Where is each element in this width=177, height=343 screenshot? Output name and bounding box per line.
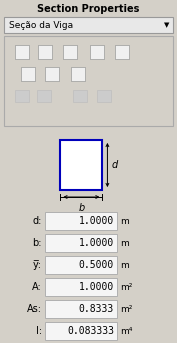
Text: m⁴: m⁴ xyxy=(120,327,132,335)
Text: m: m xyxy=(120,216,129,225)
Bar xyxy=(45,300,117,318)
Bar xyxy=(4,17,173,33)
Bar xyxy=(115,45,129,59)
Text: Section Properties: Section Properties xyxy=(37,4,140,14)
Text: Seção da Viga: Seção da Viga xyxy=(9,21,73,29)
Text: I:: I: xyxy=(36,326,42,336)
Bar xyxy=(21,67,35,81)
Text: 0.8333: 0.8333 xyxy=(79,304,114,314)
Bar xyxy=(4,36,173,126)
Text: 1.0000: 1.0000 xyxy=(79,238,114,248)
Text: 1.0000: 1.0000 xyxy=(79,282,114,292)
Bar xyxy=(15,45,29,59)
Bar xyxy=(60,140,102,190)
Bar xyxy=(45,67,59,81)
Bar xyxy=(45,278,117,296)
Text: A:: A: xyxy=(32,282,42,292)
Bar xyxy=(38,45,52,59)
Text: 0.5000: 0.5000 xyxy=(79,260,114,270)
Text: b: b xyxy=(78,203,85,213)
Bar xyxy=(15,90,29,102)
Text: b:: b: xyxy=(33,238,42,248)
Bar xyxy=(45,212,117,230)
Bar xyxy=(97,90,111,102)
Bar xyxy=(45,256,117,274)
Text: m: m xyxy=(120,238,129,248)
Bar xyxy=(45,322,117,340)
Text: As:: As: xyxy=(27,304,42,314)
Text: ▼: ▼ xyxy=(164,22,170,28)
Text: m²: m² xyxy=(120,305,132,314)
Bar xyxy=(45,234,117,252)
Bar xyxy=(71,67,85,81)
Text: 0.083333: 0.083333 xyxy=(67,326,114,336)
Text: 1.0000: 1.0000 xyxy=(79,216,114,226)
Bar xyxy=(73,90,87,102)
Text: m: m xyxy=(120,260,129,270)
Bar xyxy=(90,45,104,59)
Bar xyxy=(37,90,51,102)
Text: m²: m² xyxy=(120,283,132,292)
Text: y̅:: y̅: xyxy=(33,260,42,270)
Bar xyxy=(63,45,77,59)
Text: d:: d: xyxy=(33,216,42,226)
Text: d: d xyxy=(111,160,118,170)
